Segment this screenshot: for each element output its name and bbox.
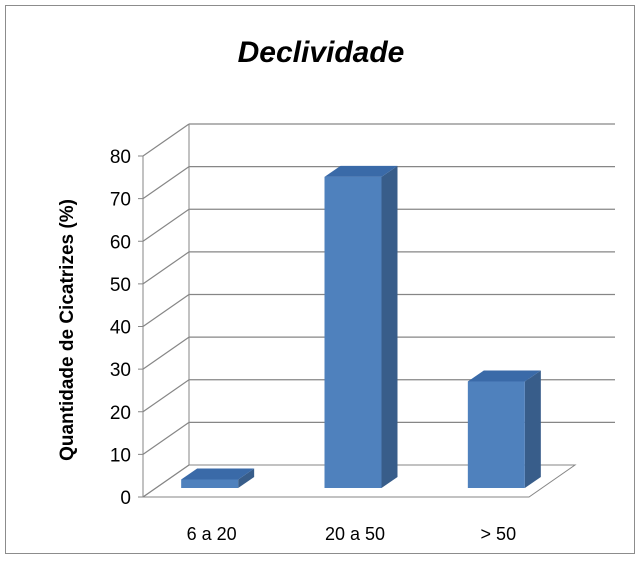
y-tick-label: 30 bbox=[110, 360, 131, 381]
bar-front bbox=[181, 479, 239, 488]
y-tick-label: 10 bbox=[110, 445, 131, 466]
bar-top bbox=[181, 468, 255, 480]
gridline-diagonal bbox=[142, 379, 190, 413]
gridlines bbox=[138, 123, 615, 498]
bars bbox=[181, 165, 541, 488]
y-tick-label: 50 bbox=[110, 275, 131, 296]
bar-front bbox=[324, 176, 382, 488]
bar-top bbox=[324, 165, 398, 177]
gridline-diagonal bbox=[142, 123, 190, 157]
bar-side bbox=[381, 165, 398, 488]
y-tick-label: 20 bbox=[110, 403, 131, 424]
chart-title: Declividade bbox=[237, 36, 405, 69]
y-tick-label: 70 bbox=[110, 190, 131, 211]
bar-6-a-20 bbox=[181, 468, 255, 488]
bar-side bbox=[238, 468, 255, 488]
y-tick-labels: 0 10 20 30 40 50 60 70 80 bbox=[110, 147, 131, 509]
gridline-diagonal bbox=[142, 464, 190, 498]
bar-50 bbox=[467, 370, 541, 488]
gridline-diagonal bbox=[142, 336, 190, 370]
x-category-label: 6 a 20 bbox=[187, 524, 237, 544]
x-category-labels: 6 a 20 20 a 50 > 50 bbox=[187, 524, 516, 544]
gridline-diagonal bbox=[142, 421, 190, 455]
y-tick-label: 40 bbox=[110, 318, 131, 339]
y-tick-label: 80 bbox=[110, 147, 131, 168]
gridline-diagonal bbox=[142, 208, 190, 242]
y-axis-label: Quantidade de Cicatrizes (%) bbox=[57, 199, 78, 461]
bar-top bbox=[467, 370, 541, 382]
gridline-diagonal bbox=[142, 251, 190, 285]
y-tick-label: 0 bbox=[120, 488, 131, 509]
bar-front bbox=[467, 381, 525, 488]
gridline-diagonal bbox=[142, 294, 190, 327]
gridline-diagonal bbox=[142, 166, 190, 200]
y-tick-label: 60 bbox=[110, 232, 131, 253]
bar-side bbox=[524, 370, 541, 488]
bar-20-a-50 bbox=[324, 165, 398, 488]
x-category-label: 20 a 50 bbox=[325, 524, 385, 544]
x-category-label: > 50 bbox=[481, 524, 517, 544]
